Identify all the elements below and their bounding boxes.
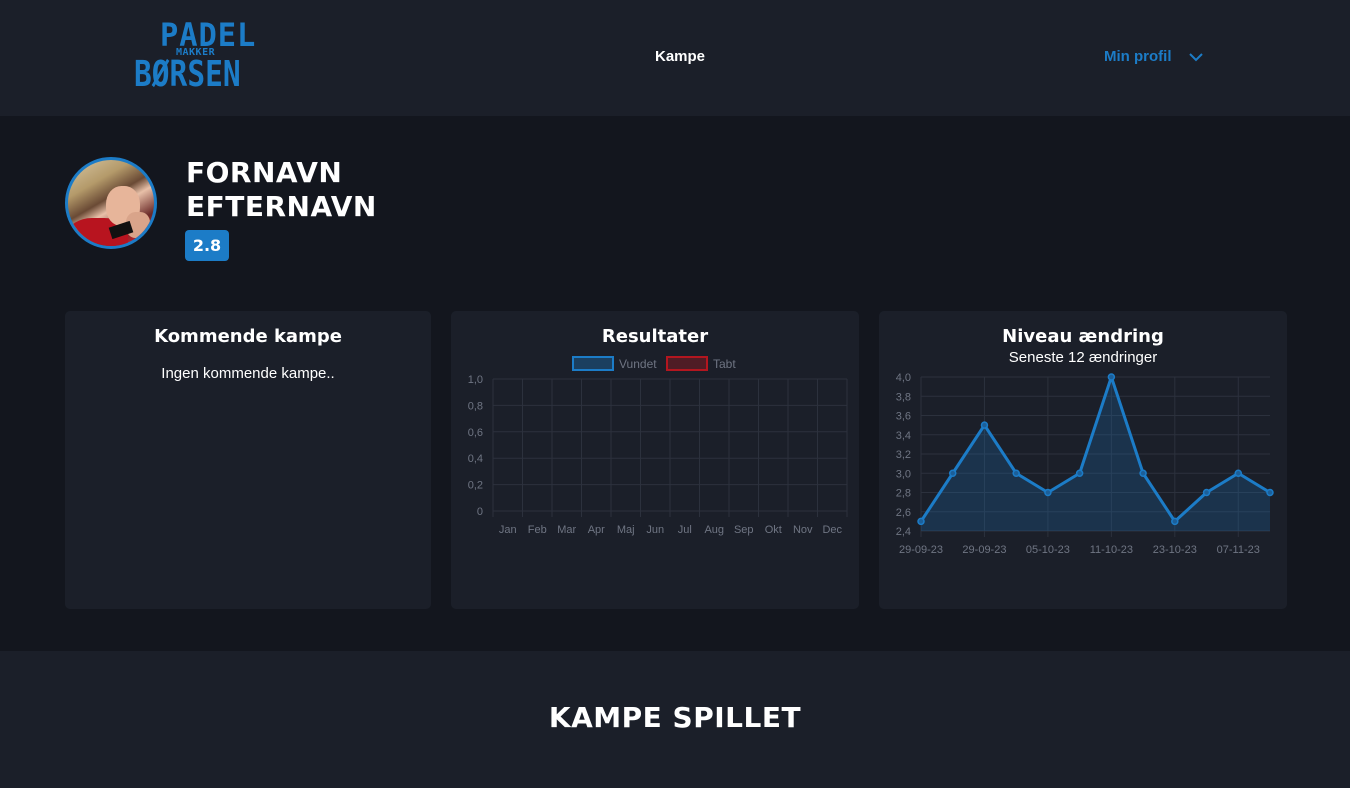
first-name: FORNAVN [186, 156, 343, 189]
x-tick-label: Okt [765, 524, 782, 536]
profile-menu-label: Min profil [1104, 48, 1172, 65]
chevron-down-icon [1188, 52, 1203, 61]
y-tick-label: 3,4 [896, 430, 911, 442]
x-tick-label: 11-10-23 [1090, 544, 1133, 556]
y-tick-label: 2,6 [896, 507, 911, 519]
x-tick-label: 29-09-23 [962, 544, 1006, 556]
section-title: KAMPE SPILLET [548, 701, 802, 734]
player-name: FORNAVN EFTERNAVN [186, 156, 377, 224]
x-tick-label: Jan [499, 524, 517, 536]
top-header: PADEL MAKKER BØRSEN Kampe Min profil [0, 0, 1350, 116]
x-tick-label: Nov [793, 524, 813, 536]
data-point [1234, 469, 1243, 477]
legend-label-tabt: Tabt [713, 357, 736, 371]
x-tick-label: 07-11-23 [1217, 544, 1260, 556]
data-point [1075, 469, 1084, 477]
x-tick-label: 23-10-23 [1153, 544, 1197, 556]
profile-menu-dropdown[interactable]: Min profil [1104, 48, 1204, 65]
y-tick-label: 0,8 [468, 400, 483, 412]
y-tick-label: 0,4 [468, 453, 483, 465]
results-chart: Vundet Tabt 1,0 0,8 0,6 0,4 0,2 0 Jan Feb Mar Apr Ma… [468, 356, 848, 536]
data-point [1044, 488, 1052, 497]
y-tick-label: 2,4 [896, 526, 911, 538]
series-line [919, 375, 1271, 523]
x-tick-label: 05-10-23 [1026, 544, 1070, 556]
logo-line-padel: PADEL [160, 16, 257, 54]
x-tick-label: Dec [822, 524, 842, 536]
legend-label-vundet: Vundet [619, 357, 657, 371]
level-change-chart: 4,0 3,8 3,6 3,4 3,2 3,0 2,8 2,6 2,4 29-09-23 29-09… [896, 372, 1274, 556]
logo-line-borsen: BØRSEN [134, 54, 241, 95]
data-point [1171, 517, 1179, 526]
data-point [948, 469, 957, 477]
level-change-card: Niveau ændring Seneste 12 ændringer 4,0 3… [879, 311, 1287, 609]
y-tick-label: 0,6 [468, 427, 483, 439]
x-tick-label: Jul [678, 524, 692, 536]
legend-swatch-vundet [572, 356, 614, 371]
x-tick-label: Jun [646, 524, 664, 536]
avatar [65, 157, 157, 249]
data-point [1266, 488, 1274, 497]
upcoming-matches-card: Kommende kampe Ingen kommende kampe.. [65, 311, 431, 609]
nav-link-kampe[interactable]: Kampe [655, 48, 706, 65]
y-tick-label: 4,0 [896, 372, 911, 384]
x-tick-label: 29-09-23 [899, 544, 943, 556]
card-title: Resultater [601, 326, 709, 347]
played-matches-section: KAMPE SPILLET [0, 651, 1350, 788]
y-tick-label: 3,8 [896, 391, 911, 403]
data-point [1202, 488, 1211, 497]
y-tick-label: 3,0 [896, 468, 911, 480]
last-name: EFTERNAVN [186, 190, 377, 223]
x-tick-label: Aug [704, 524, 724, 536]
y-tick-label: 0,2 [468, 480, 483, 492]
results-card: Resultater Vundet Tabt 1,0 0,8 0,6 0,4 0,2 0 Jan… [451, 311, 859, 609]
legend-swatch-tabt [666, 356, 708, 371]
y-tick-label: 3,2 [896, 449, 911, 461]
x-tick-label: Sep [734, 524, 754, 536]
padel-makker-borsen-logo[interactable]: PADEL MAKKER BØRSEN [134, 18, 296, 94]
y-tick-label: 1,0 [468, 374, 483, 386]
level-badge: 2.8 [185, 230, 229, 261]
x-tick-label: Apr [588, 524, 605, 536]
card-subtitle: Seneste 12 ændringer [1008, 349, 1158, 366]
card-title: Niveau ændring [1002, 326, 1164, 347]
series-area [921, 377, 1270, 531]
data-point [980, 421, 989, 429]
data-point [1139, 469, 1147, 477]
x-tick-label: Mar [557, 524, 576, 536]
x-tick-label: Maj [617, 524, 635, 536]
logo-line-makker: MAKKER [176, 47, 216, 58]
data-point [1012, 469, 1020, 477]
x-tick-label: Feb [528, 524, 547, 536]
y-tick-label: 0 [477, 506, 483, 518]
empty-state-text: Ingen kommende kampe.. [161, 365, 335, 382]
data-point [917, 517, 925, 526]
data-point [1107, 373, 1116, 381]
card-title: Kommende kampe [154, 326, 342, 347]
y-tick-label: 3,6 [896, 411, 911, 423]
y-tick-label: 2,8 [896, 488, 911, 500]
